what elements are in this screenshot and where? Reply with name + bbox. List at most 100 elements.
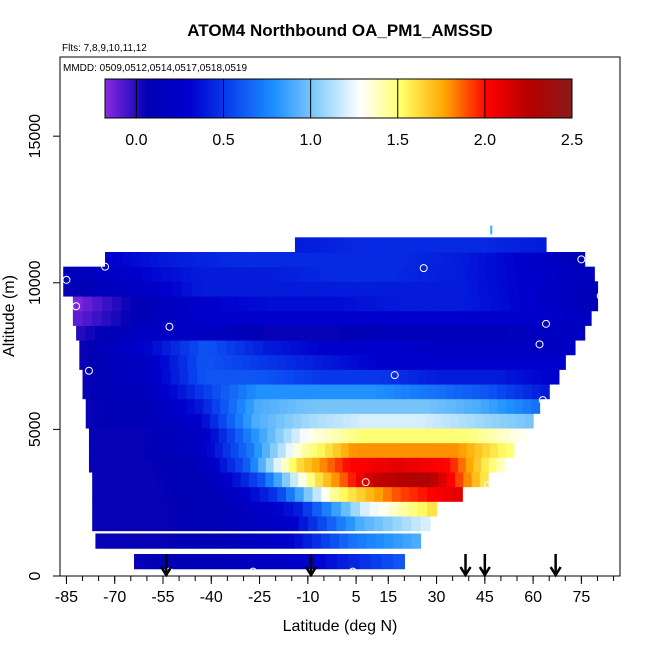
heatmap-cell — [450, 442, 460, 458]
heatmap-cell — [565, 339, 576, 356]
heatmap-cell — [127, 486, 137, 502]
heatmap-cell — [169, 398, 179, 414]
heatmap-cell — [394, 354, 404, 370]
heatmap-cell — [130, 310, 141, 326]
heatmap-cell — [548, 281, 559, 297]
heatmap-cell — [142, 354, 152, 370]
heatmap-cell — [171, 486, 181, 502]
heatmap-cell — [350, 281, 361, 297]
heatmap-cell — [91, 383, 101, 400]
heatmap-cell — [367, 383, 377, 400]
heatmap-cell — [453, 237, 463, 253]
heatmap-cell — [95, 533, 106, 549]
heatmap-cell — [378, 237, 388, 253]
heatmap-cell — [167, 442, 177, 458]
heatmap-cell — [110, 515, 121, 532]
heatmap-cell — [348, 554, 360, 570]
heatmap-cell — [279, 515, 290, 532]
heatmap-cell — [531, 383, 542, 400]
heatmap-cell — [462, 383, 473, 400]
heatmap-cell — [382, 369, 392, 385]
heatmap-cell — [376, 383, 386, 400]
heatmap-cell — [160, 383, 170, 400]
heatmap-cell — [518, 325, 529, 341]
heatmap-cell — [193, 251, 204, 268]
heatmap-cell — [76, 325, 87, 341]
heatmap-cell — [88, 442, 98, 458]
heatmap-cell — [364, 515, 375, 532]
heatmap-cell — [206, 442, 216, 458]
heatmap-cell — [97, 339, 108, 356]
colorbar-tick-label: 0.0 — [125, 132, 147, 149]
heatmap-cell — [255, 325, 266, 341]
heatmap-cell — [104, 533, 115, 549]
heatmap-cell — [136, 442, 145, 458]
heatmap-cell — [180, 486, 190, 502]
heatmap-cell — [447, 398, 457, 414]
heatmap-cell — [320, 325, 331, 341]
heatmap-cell — [168, 310, 180, 326]
heatmap-cell — [140, 251, 151, 268]
heatmap-cell — [516, 413, 526, 429]
heatmap-cell — [403, 354, 413, 370]
heatmap-cell — [121, 295, 132, 312]
heatmap-cell — [188, 310, 199, 326]
heatmap-cell — [413, 471, 423, 488]
heatmap-cell — [479, 237, 489, 253]
heatmap-cell — [257, 533, 268, 549]
heatmap-cell — [221, 281, 233, 297]
flight-arrow — [549, 554, 562, 578]
x-tick-label: -40 — [200, 589, 223, 606]
heatmap-cell — [170, 325, 181, 341]
heatmap-cell — [178, 310, 189, 326]
x-tick-label: 5 — [352, 589, 361, 606]
heatmap-cell — [145, 486, 155, 502]
heatmap-cell — [293, 310, 304, 326]
heatmap-cell — [161, 369, 172, 385]
heatmap-cell — [135, 413, 145, 429]
sample-point — [596, 291, 605, 300]
heatmap-cell — [367, 354, 377, 370]
heatmap-cell — [324, 442, 334, 458]
heatmap-cell — [309, 442, 318, 458]
heatmap-cell — [226, 310, 237, 326]
heatmap-cell — [523, 383, 533, 400]
heatmap-cell — [401, 515, 412, 532]
heatmap-cell — [322, 354, 332, 370]
heatmap-cell — [124, 354, 134, 370]
heatmap-cell — [283, 427, 293, 444]
heatmap-cell — [541, 369, 551, 385]
heatmap-cell — [486, 266, 497, 282]
heatmap-cell — [321, 501, 332, 517]
heatmap-cell — [408, 413, 418, 429]
heatmap-cell — [241, 486, 252, 502]
heatmap-cell — [417, 501, 428, 517]
heatmap-cell — [410, 383, 421, 400]
y-tick-label: 10000 — [27, 260, 44, 305]
heatmap-cell — [411, 442, 420, 458]
heatmap-cell — [170, 427, 179, 444]
heatmap-cell — [226, 501, 237, 517]
heatmap-cell — [122, 251, 133, 268]
heatmap-cell — [338, 486, 349, 502]
heatmap-cell — [342, 413, 352, 429]
heatmap-cell — [105, 427, 114, 444]
heatmap-cell — [199, 442, 208, 458]
colorbar-gradient — [104, 78, 573, 119]
heatmap-cell — [259, 354, 269, 370]
heatmap-cell — [442, 295, 453, 312]
heatmap-cell — [504, 310, 515, 326]
heatmap-cell — [453, 427, 463, 444]
heatmap-cell — [262, 398, 272, 414]
heatmap-cell — [381, 457, 390, 473]
heatmap-cell — [162, 281, 173, 297]
heatmap-cell — [264, 501, 275, 517]
heatmap-cell — [523, 310, 535, 326]
heatmap-cell — [505, 398, 515, 414]
heatmap-cell — [303, 486, 314, 502]
heatmap-cell — [381, 554, 394, 570]
heatmap-cell — [419, 281, 430, 297]
heatmap-cell — [341, 310, 352, 326]
heatmap-cell — [475, 354, 485, 370]
heatmap-cell — [430, 354, 440, 370]
